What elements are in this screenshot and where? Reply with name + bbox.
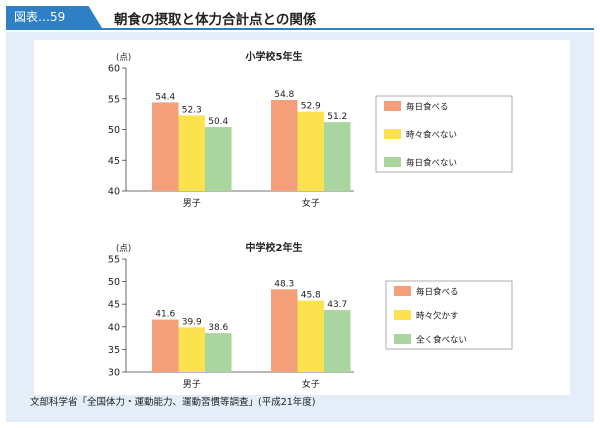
chart-title-0: 小学校5年生 [245, 50, 303, 63]
bar-1-0-2 [205, 333, 232, 372]
legend-swatch-1-1 [394, 310, 411, 320]
y-tick-label-1-4: 50 [108, 277, 120, 288]
data-label-1-1-1: 45.8 [301, 291, 321, 301]
data-label-1-1-0: 48.3 [274, 279, 294, 289]
bar-1-1-1 [297, 300, 324, 372]
figure-panel: 小学校5年生 (点) 40 45 50 55 60 54.4 52.3 50.4 男子 54.8 52.… [6, 32, 594, 422]
data-label-1-0-1: 39.9 [182, 317, 202, 327]
y-tick-label-0-2: 50 [108, 125, 120, 136]
bar-0-0-0 [152, 102, 179, 191]
x-category-label-1-0: 男子 [183, 379, 201, 390]
legend-label-1-2: 全く食べない [416, 335, 467, 346]
charts-svg: 小学校5年生 (点) 40 45 50 55 60 54.4 52.3 50.4 男子 54.8 52.… [108, 50, 513, 390]
data-label-0-0-0: 54.4 [155, 92, 175, 102]
bar-1-0-0 [152, 319, 179, 372]
figure-number-tag: 図表…59 [6, 6, 102, 28]
data-label-1-0-0: 41.6 [155, 310, 175, 320]
data-label-0-1-1: 52.9 [301, 102, 321, 112]
y-tick-label-0-3: 55 [108, 94, 120, 105]
legend-swatch-0-0 [384, 101, 401, 111]
y-tick-label-1-2: 40 [108, 322, 120, 333]
y-tick-label-1-3: 45 [108, 300, 120, 311]
y-unit-label-0: (点) [116, 53, 131, 63]
legend-swatch-1-0 [394, 286, 411, 296]
data-label-1-0-2: 38.6 [208, 323, 228, 333]
bar-0-1-1 [297, 111, 324, 191]
x-category-label-0-1: 女子 [302, 197, 320, 209]
legend-label-0-1: 時々食べない [406, 130, 457, 141]
y-tick-label-0-0: 40 [108, 187, 120, 198]
bar-0-1-0 [271, 99, 298, 191]
y-tick-label-1-0: 30 [108, 368, 120, 379]
x-category-label-1-1: 女子 [302, 378, 320, 390]
bar-0-0-1 [178, 115, 205, 191]
y-tick-label-1-1: 35 [108, 345, 120, 356]
data-label-0-1-2: 51.2 [327, 112, 347, 122]
bar-1-0-1 [178, 327, 205, 372]
header-rule [6, 28, 594, 30]
data-label-0-0-1: 52.3 [182, 105, 202, 115]
bar-1-1-0 [271, 289, 298, 372]
y-unit-label-1: (点) [116, 244, 131, 254]
chart-title-1: 中学校2年生 [246, 241, 303, 254]
y-tick-label-0-4: 60 [108, 64, 120, 75]
legend-label-0-0: 毎日食べる [406, 102, 449, 113]
y-tick-label-0-1: 45 [108, 156, 120, 167]
bar-0-0-2 [205, 127, 232, 191]
figure-header: 図表…59 朝食の摂取と体力合計点との関係 [6, 6, 594, 30]
data-label-0-1-0: 54.8 [274, 90, 294, 100]
bar-0-1-2 [324, 122, 351, 191]
legend-label-0-2: 毎日食べない [406, 158, 457, 169]
legend-swatch-1-2 [394, 334, 411, 344]
legend-swatch-0-1 [384, 129, 401, 139]
legend-swatch-0-2 [384, 157, 401, 167]
chart-card: 小学校5年生 (点) 40 45 50 55 60 54.4 52.3 50.4 男子 54.8 52.… [34, 40, 570, 395]
data-label-1-1-2: 43.7 [327, 300, 347, 310]
figure-title: 朝食の摂取と体力合計点との関係 [114, 12, 317, 28]
bar-1-1-2 [324, 310, 351, 372]
legend-label-1-0: 毎日食べる [416, 287, 459, 298]
data-label-0-0-2: 50.4 [208, 117, 228, 127]
legend-label-1-1: 時々欠かす [416, 311, 459, 322]
y-tick-label-1-5: 55 [108, 255, 120, 266]
x-category-label-0-0: 男子 [183, 198, 201, 209]
source-note: 文部科学省「全国体力・運動能力、運動習慣等調査」(平成21年度) [30, 397, 316, 408]
